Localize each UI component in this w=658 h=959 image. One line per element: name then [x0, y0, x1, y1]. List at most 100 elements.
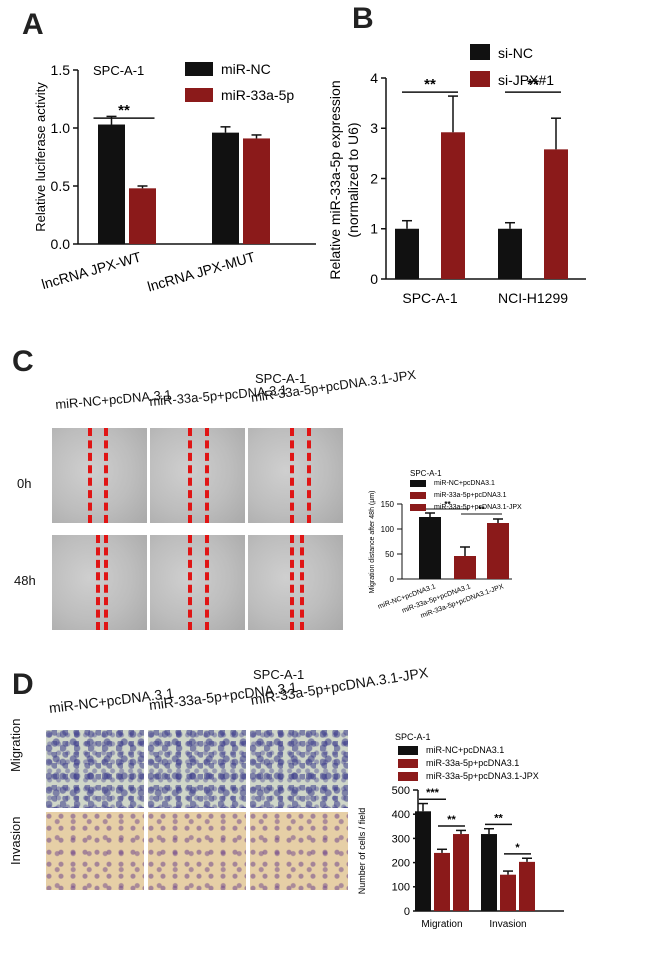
chart-d-y-tick-label: 300 [392, 833, 410, 845]
chart-d-significance-label: ** [447, 814, 456, 826]
migration-image-mir [148, 730, 246, 808]
chart-c-legend-swatch [410, 480, 426, 487]
chart-c-legend-label: miR-NC+pcDNA3.1 [434, 480, 495, 487]
chart-c-significance-label: ** [478, 505, 485, 514]
invasion-image-jpx [250, 812, 348, 890]
panel-c-title: SPC-A-1 [255, 371, 307, 386]
chart-b-legend-swatch [470, 44, 490, 60]
chart-b-y-tick-label: 0 [370, 271, 378, 287]
chart-d-legend-swatch [398, 746, 418, 755]
chart-c-y-label: Migration distance after 48h (μm) [369, 491, 376, 594]
chart-b-bar [395, 228, 419, 279]
chart-a-legend-label: miR-33a-5p [221, 87, 294, 103]
chart-b-y-label-2: (normalized to U6) [345, 122, 361, 237]
wound-image-jpx-0h [248, 428, 343, 523]
chart-c-y-tick-label: 50 [385, 550, 394, 559]
chart-d-legend-label: miR-NC+pcDNA3.1 [426, 745, 504, 755]
migration-image-nc [46, 730, 144, 808]
panel-c-row-0h: 0h [17, 476, 32, 491]
chart-a-y-tick-label: 0.5 [51, 178, 71, 194]
chart-a-bar [129, 188, 156, 244]
chart-d-y-label: Number of cells / field [357, 808, 367, 895]
chart-a-legend-swatch [185, 88, 213, 102]
chart-c-y-tick-label: 0 [390, 575, 395, 584]
chart-a-subtitle: SPC-A-1 [93, 63, 144, 78]
chart-b-bar [441, 132, 465, 279]
chart-a-category-label: lncRNA JPX-WT [40, 248, 144, 292]
chart-c-migration-distance: 0 50 100 150 Migration distance after 48h (μ… [369, 469, 522, 620]
chart-d-bar [519, 861, 535, 911]
chart-a-bar [243, 138, 270, 244]
chart-c-bar [487, 523, 509, 579]
chart-c-legend-label: miR-33a-5p+pcDNA3.1-JPX [434, 504, 522, 511]
chart-d-legend-swatch [398, 759, 418, 768]
chart-b-y-tick-label: 4 [370, 70, 378, 86]
chart-d-y-tick-label: 200 [392, 857, 410, 869]
chart-c-y-tick-label: 150 [381, 500, 395, 509]
chart-d-bar [434, 852, 450, 911]
panel-d-row-invasion: Invasion [8, 816, 23, 865]
chart-c-subtitle: SPC-A-1 [410, 469, 442, 478]
wound-image-jpx-48h [248, 535, 343, 630]
chart-a-significance-label: ** [118, 102, 130, 119]
chart-c-bar [419, 517, 441, 579]
chart-b-significance-label: ** [527, 76, 539, 93]
chart-d-significance-label: * [515, 842, 520, 854]
chart-d-bar [481, 834, 497, 911]
wound-image-mir-48h [150, 535, 245, 630]
panel-c-row-48h: 48h [14, 573, 36, 588]
chart-d-category-label: Invasion [489, 919, 526, 930]
chart-c-bar [454, 556, 476, 579]
chart-c-y-tick-label: 100 [381, 525, 395, 534]
chart-b-mir-expression: 0 1 2 3 4 Relative miR-33a-5p expression(norm… [330, 44, 586, 306]
chart-b-legend-swatch [470, 71, 490, 87]
chart-b-y-label: Relative miR-33a-5p expression [330, 80, 343, 279]
chart-c-legend-swatch [410, 504, 426, 511]
chart-d-legend-label: miR-33a-5p+pcDNA3.1-JPX [426, 771, 539, 781]
chart-d-legend-label: miR-33a-5p+pcDNA3.1 [426, 758, 519, 768]
panel-letter-b: B [352, 2, 374, 35]
chart-b-bar [498, 228, 522, 279]
chart-a-y-tick-label: 1.0 [51, 120, 71, 136]
chart-a-bar [212, 132, 239, 244]
chart-d-y-tick-label: 100 [392, 882, 410, 894]
chart-a-y-tick-label: 1.5 [51, 62, 71, 78]
panel-letter-c: C [12, 345, 34, 378]
chart-a-category-label: lncRNA JPX-MUT [145, 248, 257, 294]
chart-b-legend-label: si-JPX#1 [498, 72, 554, 88]
chart-d-category-label: Migration [421, 919, 462, 930]
chart-b-category-label: NCI-H1299 [498, 290, 568, 306]
chart-b-y-tick-label: 1 [370, 221, 378, 237]
chart-d-y-tick-label: 400 [392, 809, 410, 821]
chart-d-subtitle: SPC-A-1 [395, 732, 431, 742]
panel-letter-d: D [12, 668, 34, 701]
chart-d-bar [415, 811, 431, 911]
wound-image-nc-48h [52, 535, 147, 630]
chart-d-y-tick-label: 0 [404, 906, 410, 918]
chart-a-y-label: Relative luciferase activity [33, 82, 48, 232]
chart-d-significance-label: *** [426, 787, 440, 799]
chart-b-legend-label: si-NC [498, 45, 533, 61]
chart-b-bar [544, 149, 568, 279]
migration-image-jpx [250, 730, 348, 808]
chart-d-significance-label: ** [494, 812, 503, 824]
panel-d-title: SPC-A-1 [253, 667, 305, 682]
invasion-image-mir [148, 812, 246, 890]
wound-image-nc-0h [52, 428, 147, 523]
chart-d-bar [453, 834, 469, 911]
chart-c-significance-label: ** [444, 500, 451, 509]
chart-b-y-tick-label: 2 [370, 170, 378, 186]
chart-a-bar [98, 124, 125, 244]
panel-d-row-migration: Migration [8, 718, 23, 772]
chart-c-legend-swatch [410, 492, 426, 499]
chart-d-y-tick-label: 500 [392, 785, 410, 797]
chart-b-y-tick-label: 3 [370, 120, 378, 136]
chart-c-legend-label: miR-33a-5p+pcDNA3.1 [434, 492, 507, 499]
chart-b-category-label: SPC-A-1 [402, 290, 457, 306]
panel-letter-a: A [22, 8, 44, 41]
chart-b-significance-label: ** [424, 76, 436, 93]
chart-d-legend-swatch [398, 772, 418, 781]
chart-d-cell-counts: 0 100 200 300 400 500 Number of cells / field S… [357, 732, 564, 930]
invasion-image-nc [46, 812, 144, 890]
